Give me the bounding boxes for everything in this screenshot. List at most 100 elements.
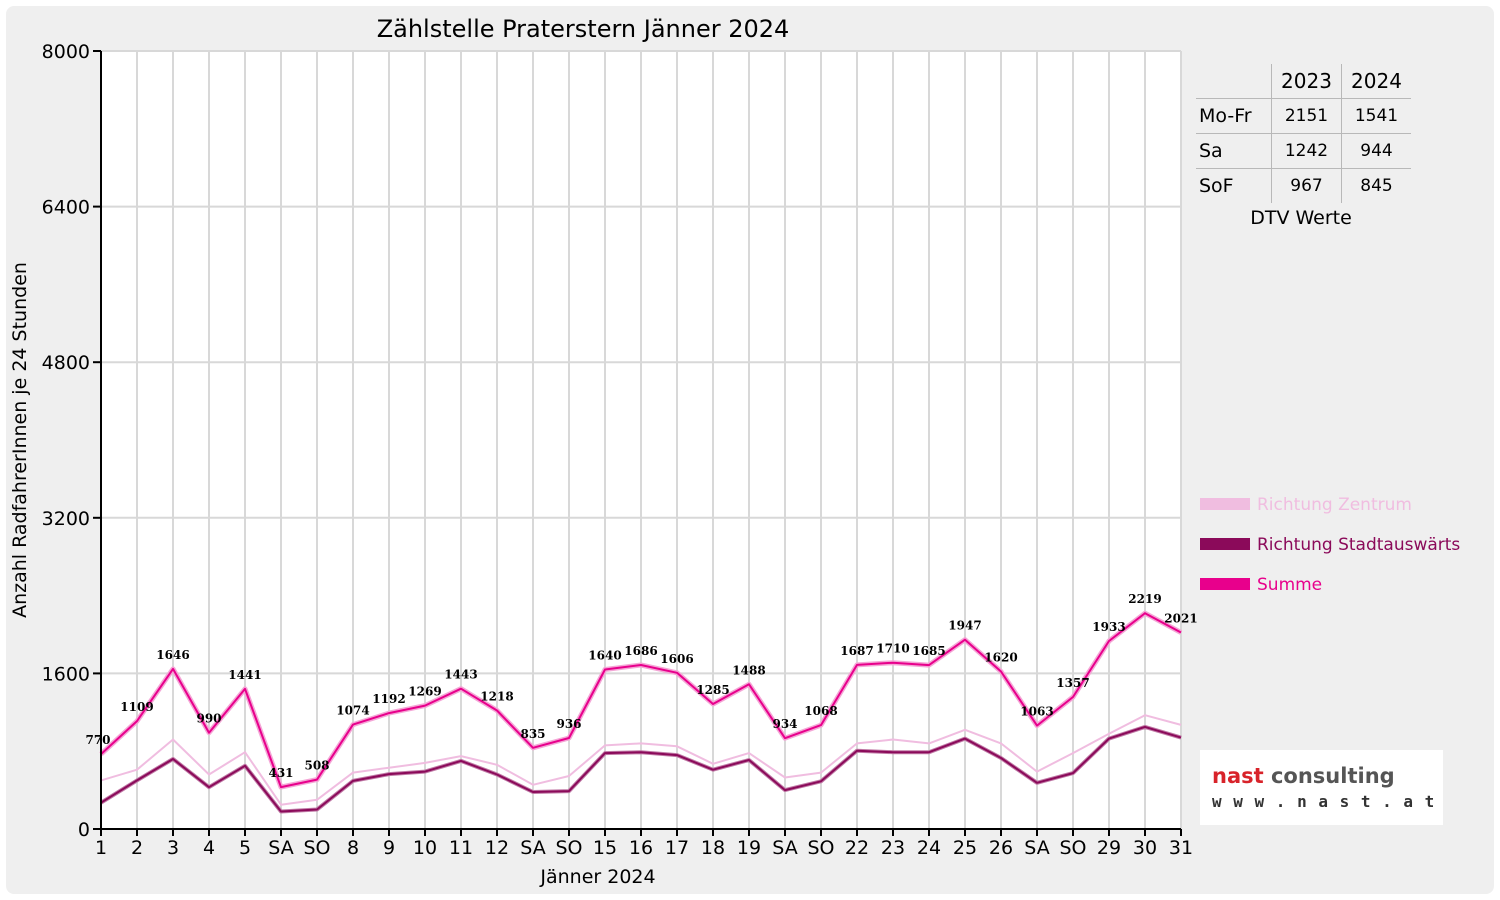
dtv-row-label: SoF xyxy=(1196,168,1272,203)
data-label: 1074 xyxy=(336,704,369,718)
dtv-value-2024: 1541 xyxy=(1341,98,1411,134)
y-axis-label: Anzahl RadfahrerInnen je 24 Stunden xyxy=(9,262,31,618)
x-axis-label: Jänner 2024 xyxy=(539,866,655,888)
x-tick-label: SA xyxy=(520,837,545,859)
legend-entry: Richtung Stadtauswärts xyxy=(1257,535,1460,555)
legend-swatch xyxy=(1200,498,1250,510)
x-tick-label: 31 xyxy=(1169,837,1193,859)
data-label: 2021 xyxy=(1164,611,1197,625)
data-label: 1441 xyxy=(228,668,261,682)
x-tick-label: 4 xyxy=(203,837,215,859)
logo-wordmark: nast consulting xyxy=(1212,764,1395,788)
x-tick-label: SA xyxy=(772,837,797,859)
dtv-header-2024: 2024 xyxy=(1341,64,1411,99)
data-label: 1685 xyxy=(912,644,945,658)
logo-url: w w w . n a s t . a t xyxy=(1212,792,1436,811)
data-label: 1710 xyxy=(876,642,909,656)
data-label: 1192 xyxy=(372,692,405,706)
x-tick-label: 10 xyxy=(413,837,437,859)
x-tick-label: 12 xyxy=(485,837,509,859)
y-tick-label: 6400 xyxy=(42,197,90,219)
x-tick-label: 24 xyxy=(917,837,941,859)
x-tick-label: 8 xyxy=(347,837,359,859)
data-label: 1443 xyxy=(444,668,477,682)
data-label: 1933 xyxy=(1092,620,1125,634)
x-tick-label: SO xyxy=(555,837,582,859)
dtv-header-row: 2023 2024 xyxy=(1196,64,1411,99)
y-tick-label: 1600 xyxy=(42,663,90,685)
data-labels: 770 1109 1646 990 1441 431 508 1074119212691443… xyxy=(85,592,1197,780)
legend-entry: Richtung Zentrum xyxy=(1257,495,1412,515)
grid xyxy=(101,50,1182,829)
dtv-row-mofr: Mo-Fr 2151 1541 xyxy=(1196,98,1411,134)
series-layer xyxy=(99,610,1183,814)
x-tick-label: 2 xyxy=(131,837,143,859)
data-label: 508 xyxy=(304,759,329,773)
y-tick-label: 4800 xyxy=(42,352,90,374)
dtv-row-label: Sa xyxy=(1196,133,1272,169)
data-label: 431 xyxy=(268,766,293,780)
data-label: 1063 xyxy=(1020,705,1053,719)
data-label: 1269 xyxy=(408,685,441,699)
data-label: 770 xyxy=(85,733,110,747)
x-tick-label: 16 xyxy=(629,837,653,859)
data-label: 1640 xyxy=(588,649,621,663)
data-label: 1686 xyxy=(624,644,657,658)
x-tick-label: 1 xyxy=(95,837,107,859)
x-tick-label: 23 xyxy=(881,837,905,859)
data-label: 1947 xyxy=(948,619,981,633)
data-label: 1218 xyxy=(480,690,513,704)
data-label: 1606 xyxy=(660,652,693,666)
x-tick-label: 11 xyxy=(449,837,473,859)
legend-swatch xyxy=(1200,578,1250,590)
series-line xyxy=(100,725,1182,813)
x-tick-label: 5 xyxy=(239,837,251,859)
x-tick-label: 9 xyxy=(383,837,395,859)
x-tick-label: 3 xyxy=(167,837,179,859)
x-tick-label: SA xyxy=(1024,837,1049,859)
data-label: 2219 xyxy=(1128,592,1161,606)
dtv-table: 2023 2024 Mo-Fr 2151 1541 Sa 1242 944 So… xyxy=(1196,64,1411,229)
y-tick-label: 8000 xyxy=(42,41,90,63)
data-label: 835 xyxy=(520,727,545,741)
dtv-value-2024: 845 xyxy=(1341,168,1411,203)
x-tick-label: SO xyxy=(807,837,834,859)
data-label: 1109 xyxy=(120,700,153,714)
x-tick-label: 18 xyxy=(701,837,725,859)
chart-title: Zählstelle Praterstern Jänner 2024 xyxy=(377,15,790,43)
data-label: 936 xyxy=(556,717,581,731)
data-label: 990 xyxy=(196,712,221,726)
data-label: 1687 xyxy=(840,644,873,658)
x-tick-label: SO xyxy=(303,837,330,859)
y-tick-label: 3200 xyxy=(42,508,90,530)
legend: Richtung Zentrum Richtung Stadtauswärts Su… xyxy=(1200,495,1460,595)
dtv-row-label: Mo-Fr xyxy=(1196,98,1272,134)
data-label: 1646 xyxy=(156,648,189,662)
series-line xyxy=(100,714,1182,806)
x-tick-label: 30 xyxy=(1133,837,1157,859)
dtv-header-empty xyxy=(1196,64,1272,99)
x-tick-label: SA xyxy=(268,837,293,859)
legend-swatch xyxy=(1200,538,1250,550)
logo-word-nast: nast xyxy=(1212,764,1264,788)
dtv-value-2023: 1242 xyxy=(1271,133,1342,169)
data-label: 1285 xyxy=(696,683,729,697)
x-tick-label: 22 xyxy=(845,837,869,859)
dtv-row-sa: Sa 1242 944 xyxy=(1196,133,1411,169)
x-tick-label: SO xyxy=(1059,837,1086,859)
dtv-value-2024: 944 xyxy=(1341,133,1411,169)
legend-entry: Summe xyxy=(1257,575,1322,595)
dtv-header-2023: 2023 xyxy=(1271,64,1342,99)
data-label: 1068 xyxy=(804,704,837,718)
logo-word-consulting: consulting xyxy=(1270,764,1395,788)
x-tick-label: 26 xyxy=(989,837,1013,859)
x-tick-label: 15 xyxy=(593,837,617,859)
x-tick-label: 17 xyxy=(665,837,689,859)
data-label: 1357 xyxy=(1056,676,1089,690)
dtv-value-2023: 967 xyxy=(1271,168,1342,203)
data-label: 934 xyxy=(772,717,797,731)
y-tick-label: 0 xyxy=(78,819,90,841)
x-tick-label: 29 xyxy=(1097,837,1121,859)
